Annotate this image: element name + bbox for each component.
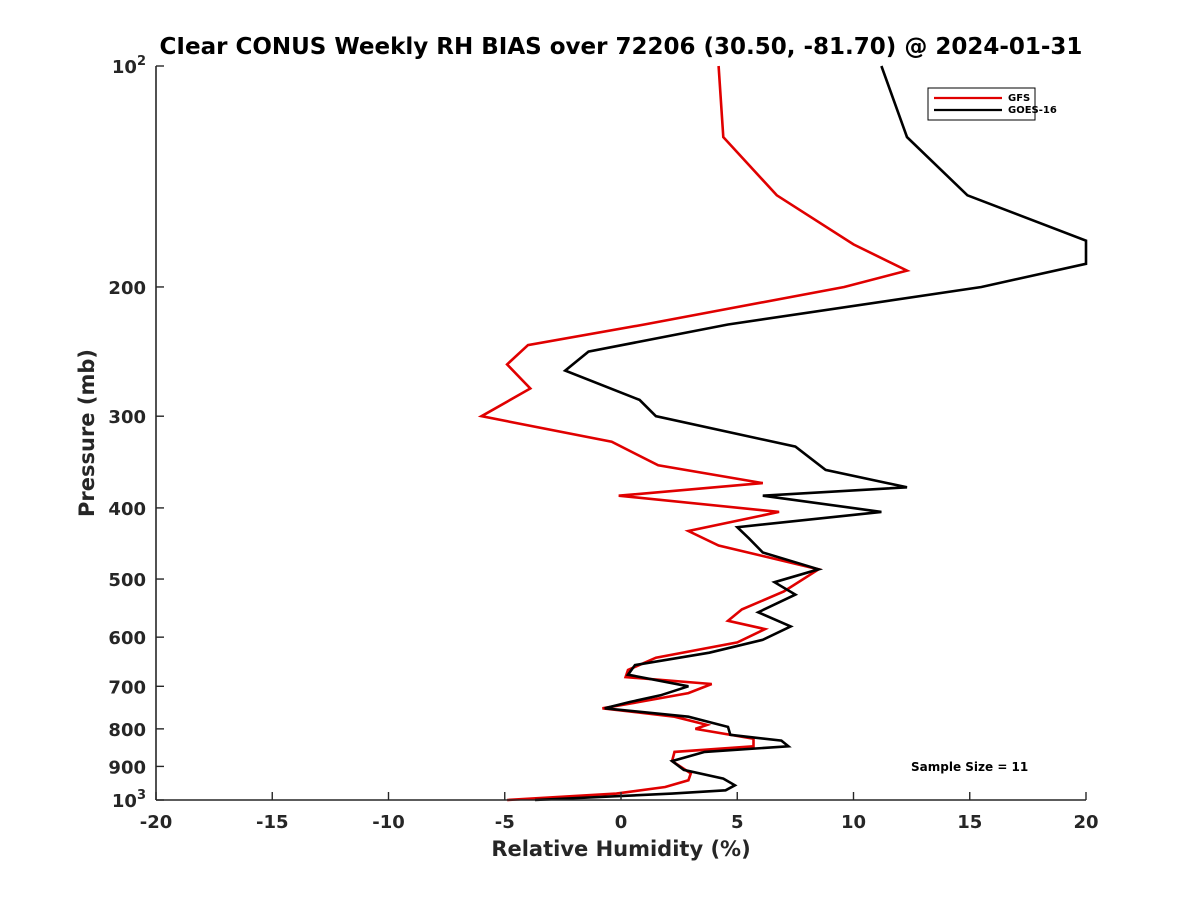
y-tick-label: 900: [108, 757, 146, 778]
sample-size-annotation: Sample Size = 11: [911, 760, 1028, 774]
x-axis-label: Relative Humidity (%): [491, 837, 750, 861]
y-tick-label: 103: [112, 788, 146, 812]
x-tick-label: 0: [615, 812, 628, 833]
y-axis-label: Pressure (mb): [75, 349, 99, 517]
x-axis-ticks: -20 -15 -10 -5 0 5 10 15 20: [140, 792, 1099, 833]
x-tick-label: 10: [841, 812, 866, 833]
y-axis-ticks: 102 200 300 400 500 600 700 800 900 103: [108, 54, 164, 812]
series-line-goes16: [534, 65, 1088, 802]
y-tick-label: 600: [108, 628, 146, 649]
x-tick-label: -5: [495, 812, 515, 833]
series-line-gfs: [477, 65, 911, 802]
y-tick-label: 200: [108, 278, 146, 299]
y-tick-label: 400: [108, 499, 146, 520]
x-tick-label: 20: [1073, 812, 1098, 833]
legend-label-goes16: GOES-16: [1008, 105, 1057, 116]
series-layer: [477, 65, 1088, 802]
legend-label-gfs: GFS: [1008, 93, 1030, 104]
x-tick-label: 15: [957, 812, 982, 833]
y-tick-label: 700: [108, 677, 146, 698]
legend-box: [927, 87, 1036, 121]
x-tick-label: -15: [256, 812, 289, 833]
x-tick-label: -20: [140, 812, 173, 833]
y-tick-label: 102: [112, 54, 146, 78]
legend: GFS GOES-16: [927, 87, 1057, 121]
y-tick-label: 500: [108, 570, 146, 591]
x-tick-label: -10: [372, 812, 405, 833]
y-tick-label: 800: [108, 720, 146, 741]
chart-title: CIear CONUS Weekly RH BIAS over 72206 (3…: [160, 34, 1083, 60]
y-tick-label: 300: [108, 407, 146, 428]
x-tick-label: 5: [731, 812, 744, 833]
